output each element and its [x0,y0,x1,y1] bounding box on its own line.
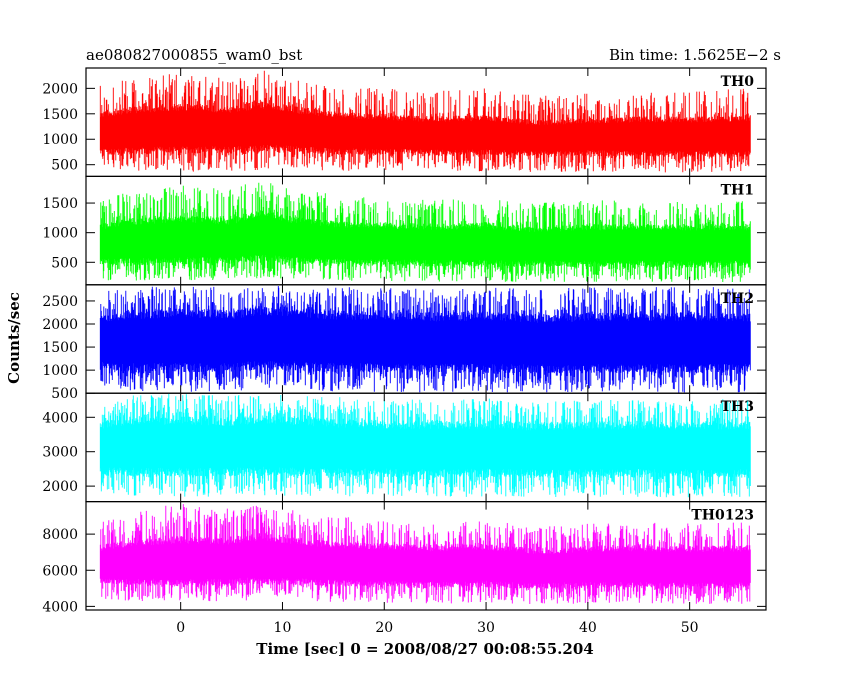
panel-label-th3: TH3 [721,399,754,415]
panel-th1: 500 1000 1500 TH1 [42,175,767,286]
panel-frame [85,501,767,611]
y-tick-label: 1500 [42,196,78,212]
y-tick-label: 3000 [42,445,78,461]
y-tick-label: 8000 [42,527,78,543]
x-tick-label: 20 [375,620,393,636]
y-tick-label: 2000 [42,81,78,97]
y-tick-label: 1000 [42,226,78,242]
y-tick-label: 500 [51,386,78,402]
y-tick-label: 1000 [42,363,78,379]
y-tick-label: 4000 [42,410,78,426]
y-tick-label: 6000 [42,563,78,579]
y-axis-label: Counts/sec [5,292,23,384]
y-tick-label: 2000 [42,479,78,495]
figure-title: ae080827000855_wam0_bst [86,46,302,64]
panel-th0123: 4000 6000 8000 TH0123 [42,501,767,615]
series-th0123 [99,504,751,604]
y-tick-label: 1500 [42,340,78,356]
panel-stack: 500 1000 1500 2000 TH0 500 1000 1500 TH1 500 1000 1… [42,67,767,615]
series-th3 [99,393,751,498]
panel-label-th1: TH1 [721,182,754,198]
y-tick-label: 2500 [42,294,78,310]
panel-th2: 500 1000 1500 2000 2500 TH2 [42,284,767,402]
series-th1 [99,182,751,282]
panel-label-th0: TH0 [721,74,755,90]
y-tick-label: 500 [51,158,78,174]
panel-label-th0123: TH0123 [691,508,754,524]
y-tick-label: 4000 [42,599,78,615]
panel-th0: 500 1000 1500 2000 TH0 [42,67,767,178]
x-axis: 0 10 20 30 40 50 [176,620,698,636]
x-tick-label: 50 [681,620,699,636]
x-tick-label: 10 [274,620,292,636]
y-tick-label: 500 [51,255,78,271]
series-th2 [99,286,751,393]
bin-time-label: Bin time: 1.5625E−2 s [609,46,781,64]
panel-label-th2: TH2 [721,291,754,307]
series-th0 [99,70,751,173]
panel-th3: 2000 3000 4000 TH3 [42,392,767,503]
x-tick-label: 30 [477,620,495,636]
x-axis-label: Time [sec] 0 = 2008/08/27 00:08:55.204 [256,640,593,658]
y-tick-label: 2000 [42,317,78,333]
x-tick-label: 40 [579,620,597,636]
x-tick-label: 0 [176,620,185,636]
y-tick-label: 1000 [42,132,78,148]
y-tick-label: 1500 [42,107,78,123]
